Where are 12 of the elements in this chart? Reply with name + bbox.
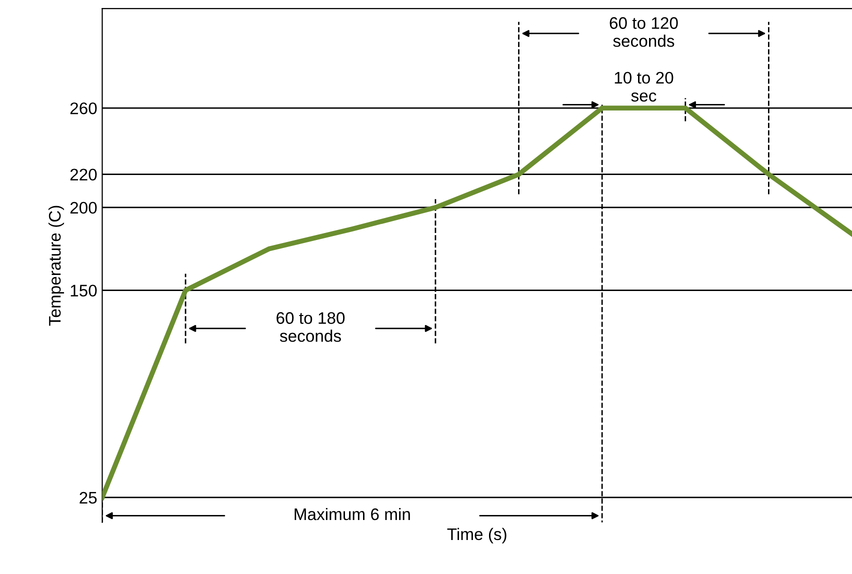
y-tick-label: 150 [70, 284, 97, 297]
y-tick-label: 260 [70, 102, 97, 114]
y-tick-label: 200 [70, 202, 97, 214]
y-tick-label: 25 [80, 492, 97, 504]
annotation: 60 to 180 seconds [276, 312, 345, 342]
annotation: 10 to 20 sec [614, 72, 674, 102]
annotation: Maximum 6 min [294, 508, 410, 520]
x-axis-title: Time (s) [447, 528, 506, 544]
y-axis-title: Temperature (C) [48, 206, 64, 326]
line-series [102, 106, 852, 500]
y-tick-label: 220 [70, 168, 97, 181]
annotation: 60 to 120 seconds [610, 17, 678, 47]
